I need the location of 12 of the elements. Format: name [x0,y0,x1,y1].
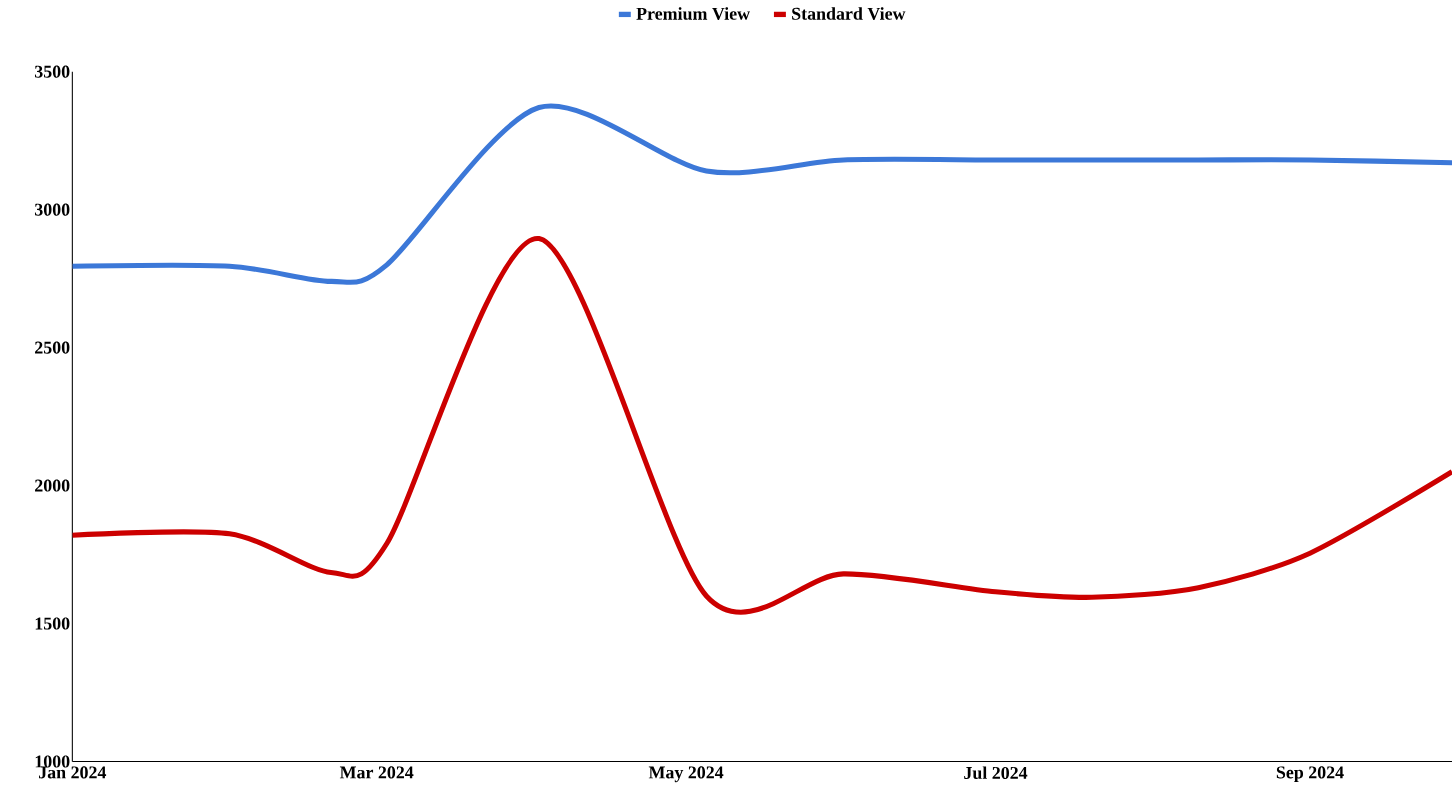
x-tick-label: Jul 2024 [964,766,1028,779]
x-tick-label: Sep 2024 [1276,766,1344,782]
y-tick-label: 1500 [35,617,70,630]
y-tick-label: 3000 [34,203,70,216]
y-tick-label: 2500 [35,341,70,354]
legend-label: Standard View [792,7,906,20]
x-tick-label: Mar 2024 [339,766,414,779]
y-tick-label: 1000 [35,755,70,768]
y-tick-label: 3500 [34,65,70,78]
legend-label: Premium View [636,7,750,20]
y-tick-label: 2000 [35,479,70,492]
x-tick-label: May 2024 [648,766,724,782]
